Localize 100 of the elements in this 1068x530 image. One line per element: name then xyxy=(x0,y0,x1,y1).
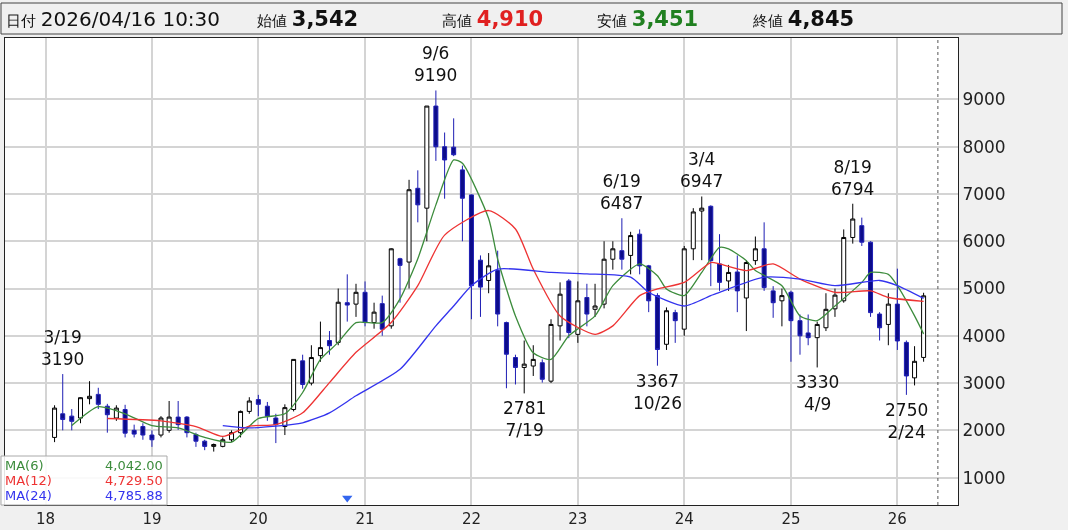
candlestick xyxy=(371,302,377,330)
candlestick xyxy=(814,321,820,368)
y-tick-label: 5000 xyxy=(962,278,1006,299)
chart-title: 日付 2026/04/16 10:30 xyxy=(6,7,221,31)
text: 安値 3,451 xyxy=(597,7,699,31)
candlestick xyxy=(300,354,306,390)
candlestick xyxy=(699,195,705,261)
candlestick xyxy=(681,245,687,337)
text: MA(6) xyxy=(5,458,44,473)
candlestick xyxy=(903,340,909,396)
candlestick xyxy=(397,257,403,304)
candlestick xyxy=(752,236,758,266)
candlestick xyxy=(779,288,785,327)
annotation: 4,785.88 xyxy=(105,488,163,503)
candlestick xyxy=(868,240,874,318)
annotation: 3367 10/26 xyxy=(633,371,682,414)
annotation: 2750 2/24 xyxy=(885,400,929,443)
candlestick xyxy=(672,309,678,344)
candlestick xyxy=(344,273,350,323)
candlestick xyxy=(442,132,448,200)
candlestick xyxy=(362,280,368,327)
candlestick xyxy=(503,321,509,389)
x-tick-label: 25 xyxy=(781,510,801,528)
candlestick xyxy=(734,254,740,313)
candlestick xyxy=(770,285,776,319)
x-tick-label: 21 xyxy=(355,510,375,528)
x-tick-label: 23 xyxy=(568,510,588,528)
candlestick xyxy=(202,439,208,451)
y-tick-label: 4000 xyxy=(962,325,1006,346)
y-tick-label: 8000 xyxy=(962,136,1006,157)
x-tick-label: 20 xyxy=(248,510,268,528)
candlestick xyxy=(921,292,927,363)
candlestick xyxy=(495,250,501,327)
annotation: 8/19 6794 xyxy=(831,157,875,200)
candlestick xyxy=(823,292,829,332)
candlestick xyxy=(797,314,803,356)
candlestick xyxy=(131,424,137,438)
annotation: 2781 7/19 xyxy=(503,398,547,441)
candlestick xyxy=(717,233,723,292)
candlestick xyxy=(610,240,616,271)
y-tick-label: 1000 xyxy=(962,467,1006,488)
candlestick xyxy=(477,254,483,318)
text: MA(24) xyxy=(5,488,52,503)
x-tick-label: 26 xyxy=(887,510,907,528)
candlestick xyxy=(317,321,323,363)
candlestick xyxy=(557,281,563,342)
candlestick xyxy=(459,165,465,242)
candlestick xyxy=(433,89,439,162)
x-tick-label: 22 xyxy=(461,510,481,528)
candlestick xyxy=(451,117,457,157)
annotation: 6/19 6487 xyxy=(600,171,644,214)
text: 始値 3,542 xyxy=(257,7,359,31)
text: MA(12) xyxy=(5,473,52,488)
candlestick xyxy=(104,403,110,434)
candlestick xyxy=(539,358,545,384)
candlestick xyxy=(95,387,101,410)
candlestick xyxy=(592,283,598,318)
candlestick xyxy=(885,292,891,346)
candlestick xyxy=(584,283,590,327)
candlestick xyxy=(326,330,332,356)
candlestick xyxy=(308,344,314,386)
x-tick-label: 24 xyxy=(674,510,694,528)
candlestick xyxy=(69,408,75,431)
x-tick-label: 18 xyxy=(35,510,56,528)
y-tick-label: 9000 xyxy=(962,89,1006,110)
candlestick xyxy=(859,217,865,247)
candlestick xyxy=(841,228,847,304)
candlestick xyxy=(78,396,84,424)
candlestick xyxy=(388,247,394,330)
candlestick xyxy=(468,193,474,320)
annotation: 3/19 3190 xyxy=(41,327,85,370)
candlestick xyxy=(601,240,607,309)
candlestick xyxy=(512,354,518,385)
candlestick xyxy=(805,314,811,346)
y-tick-label: 2000 xyxy=(962,420,1006,441)
annotation: 3330 4/9 xyxy=(796,372,840,415)
candlestick xyxy=(140,422,146,441)
candlestick xyxy=(663,306,669,351)
candlestick xyxy=(379,295,385,337)
candlestick xyxy=(788,290,794,363)
y-tick-label: 7000 xyxy=(962,183,1006,204)
annotation: 3/4 6947 xyxy=(680,149,724,192)
y-tick-label: 3000 xyxy=(962,373,1006,393)
candlestick xyxy=(255,394,261,417)
annotation: 9/6 9190 xyxy=(414,43,458,86)
candlestick xyxy=(415,169,421,223)
y-tick-label: 6000 xyxy=(962,231,1006,252)
candlestick xyxy=(832,288,838,318)
candlestick xyxy=(149,429,155,448)
candlestick xyxy=(335,288,341,346)
candlestick xyxy=(654,292,660,367)
candlestick xyxy=(521,340,527,394)
candlestick xyxy=(291,358,297,412)
candlestick xyxy=(246,396,252,415)
candlestick xyxy=(575,280,581,344)
candlestick xyxy=(406,179,412,290)
text: 終値 4,845 xyxy=(752,7,855,31)
annotation: 4,729.50 xyxy=(105,473,163,488)
candlestick xyxy=(486,252,492,294)
candlestick xyxy=(211,443,217,453)
